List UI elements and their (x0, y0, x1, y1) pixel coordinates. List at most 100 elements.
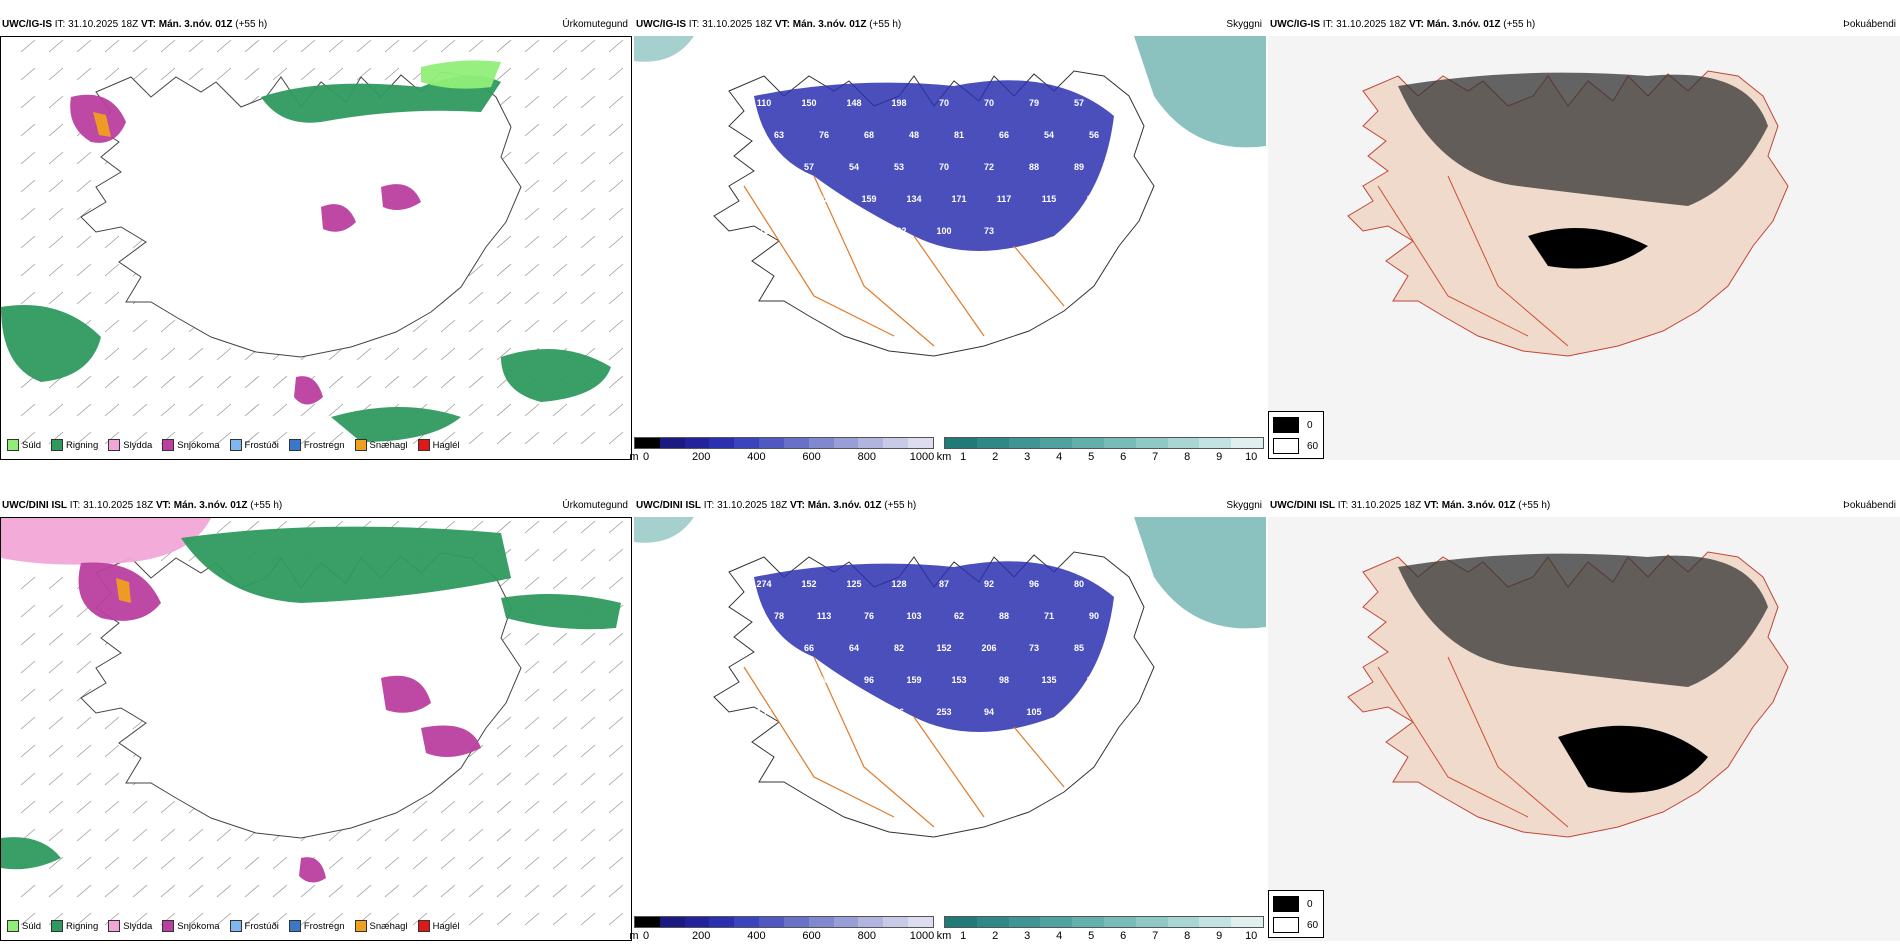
colorbar-segment (883, 917, 909, 927)
wind-barb (552, 319, 568, 333)
ceiling-value: 56 (1089, 130, 1099, 140)
panel-label: Úrkomutegund (562, 19, 628, 30)
ceiling-value: 153 (951, 675, 966, 685)
panel-title: UWC/IG-IS IT: 31.10.2025 18Z VT: Mán. 3.… (636, 19, 902, 30)
wind-barb (132, 39, 148, 53)
ceiling-value: 159 (906, 675, 921, 685)
wind-barb (496, 291, 512, 305)
wind-barb (580, 912, 596, 926)
ceiling-value: 66 (804, 643, 814, 653)
wind-barb (216, 520, 232, 534)
colorbar-segment (945, 438, 977, 448)
legend-label: Súld (22, 439, 42, 451)
colorbar-ticks: m 0 200 400 600 800 1000 (629, 930, 934, 944)
wind-barb (552, 123, 568, 137)
wind-barb (20, 632, 36, 646)
colorbar-tick: 200 (692, 451, 711, 463)
wind-barb (104, 319, 120, 333)
legend-item: Frostúði (229, 439, 279, 451)
wind-barb (524, 235, 540, 249)
visibility-area (1134, 517, 1266, 629)
wind-barb (20, 179, 36, 193)
fog-legend: 0 60 (1268, 890, 1324, 938)
wind-barb (524, 660, 540, 674)
ceiling-value: 93 (819, 194, 829, 204)
wind-barb (552, 291, 568, 305)
colorbar-segment (808, 438, 834, 448)
precip-area (501, 594, 621, 630)
ceiling-value: 133 (756, 707, 771, 717)
wind-barb (160, 828, 176, 842)
wind-barb (496, 403, 512, 417)
wind-barb (160, 800, 176, 814)
colorbar-segment (945, 917, 977, 927)
ceiling-value: 81 (954, 130, 964, 140)
wind-barb (76, 151, 92, 165)
visibility-area (634, 36, 694, 62)
colorbar-tick: 5 (1088, 451, 1095, 463)
legend-swatch (354, 439, 367, 451)
wind-barb (76, 403, 92, 417)
wind-barb (524, 39, 540, 53)
colorbar-segment (1040, 438, 1073, 448)
colorbar-strip (944, 437, 1264, 449)
legend-label: Haglél (432, 439, 460, 451)
legend-label: Rigning (66, 920, 99, 932)
wind-barb (48, 716, 64, 730)
ceiling-value: 57 (804, 162, 814, 172)
ceiling-value: 71 (1044, 611, 1054, 621)
ceiling-value: 95 (1074, 707, 1084, 717)
colorbar-tick: 4 (1056, 930, 1063, 942)
wind-barb (48, 291, 64, 305)
wind-barb (76, 263, 92, 277)
ceiling-value: 89 (1074, 162, 1084, 172)
wind-barb (608, 884, 624, 898)
ceiling-value: 171 (951, 194, 966, 204)
wind-barb (300, 431, 316, 445)
precip-legend: Súld Rigning Slydda Snjókoma Frostúði Frostre… (7, 920, 460, 932)
wind-barb (300, 67, 316, 81)
legend-item: Rigning (51, 920, 98, 932)
wind-barb (356, 856, 372, 870)
wind-barb (580, 772, 596, 786)
wind-barb (580, 151, 596, 165)
legend-label: Snjókoma (177, 920, 220, 932)
precip-map-graphic (1, 39, 624, 445)
fog-legend-swatch (1273, 438, 1299, 454)
legend-item: Snæhagl (354, 439, 408, 451)
wind-barb (104, 235, 120, 249)
panel-title: UWC/IG-IS IT: 31.10.2025 18Z VT: Mán. 3.… (2, 19, 268, 30)
ceiling-value: 73 (1029, 643, 1039, 653)
wind-barb (608, 123, 624, 137)
colorbar-segment (734, 917, 760, 927)
wind-barb (244, 431, 260, 445)
ceiling-map: 274 152 125 128 87 92 96 80 78 113 76 103 62 88 71 90 76… (634, 517, 1266, 941)
wind-barb (580, 800, 596, 814)
wind-barb (272, 39, 288, 53)
ceiling-value: 94 (984, 707, 994, 717)
wind-barb (20, 67, 36, 81)
ceiling-colorbar: m 0 200 400 600 800 1000 (629, 916, 934, 944)
wind-barb (20, 912, 36, 926)
fog-legend-label: 60 (1307, 919, 1319, 931)
ceiling-value: 100 (936, 226, 951, 236)
precip-area (331, 407, 461, 442)
legend-swatch (288, 920, 301, 932)
wind-barb (580, 688, 596, 702)
precip-area (1, 837, 61, 870)
wind-barb (552, 884, 568, 898)
fog-legend-label: 0 (1307, 419, 1313, 431)
legend-label: Snæhagl (369, 920, 408, 932)
ceiling-map-graphic: 274 152 125 128 87 92 96 80 78 113 76 103 62 88 71 90 76… (634, 517, 1266, 838)
ceiling-value: 63 (774, 130, 784, 140)
wind-barb (48, 235, 64, 249)
wind-barb (496, 716, 512, 730)
colorbar-segment (1199, 917, 1232, 927)
wind-barb (76, 431, 92, 445)
ceiling-value: 54 (849, 162, 859, 172)
colorbar-tick: 3 (1024, 930, 1031, 942)
ceiling-value: 154 (801, 707, 816, 717)
colorbar-segment (783, 438, 809, 448)
ceiling-value: 274 (756, 579, 771, 589)
wind-barb (216, 347, 232, 361)
